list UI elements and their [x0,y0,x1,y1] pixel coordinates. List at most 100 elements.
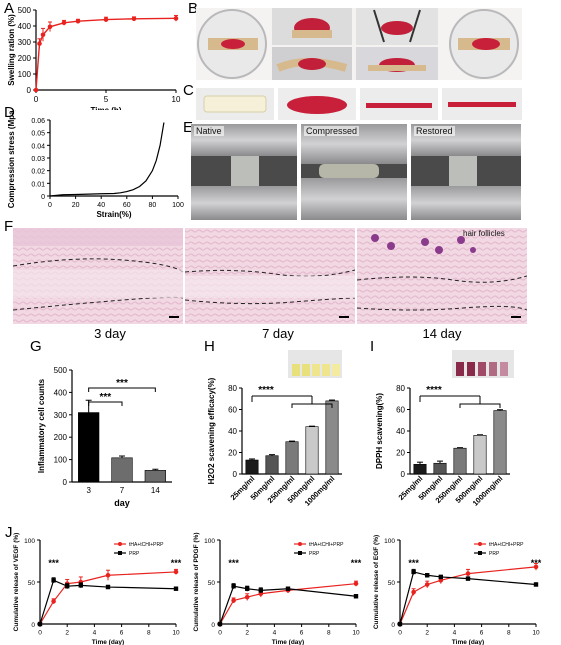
y-tick-label: 50 [208,580,216,587]
y-tick-label: 200 [18,54,32,63]
legend-label: PRP [309,551,320,557]
y-tick-label: 50 [388,580,396,587]
x-tick-label: 10 [172,95,181,104]
legend-marker [118,551,122,555]
y-tick-label: 100 [384,538,395,545]
y-tick-label: 0 [233,470,238,479]
bar [305,426,319,475]
x-tick-label: 2 [425,630,429,637]
y-tick-label: 300 [54,411,68,420]
y-tick-label: 0.02 [31,169,45,176]
photo-e-compression-test: Native Compressed Restored [191,124,521,220]
legend-label: PRP [489,551,500,557]
y-tick-label: 100 [204,538,215,545]
panel-label-h: H [204,338,215,355]
y-axis-label: H2O2 scavening efficacy(%) [207,377,216,484]
x-tick-label: 40 [97,202,105,209]
bar [413,464,427,475]
y-tick-label: 300 [18,38,32,47]
data-point [258,591,264,597]
y-tick-label: 40 [228,427,237,436]
x-tick-label: 8 [507,630,511,637]
data-point [245,586,250,591]
label-compressed: Compressed [304,126,360,136]
photo-b-hydrogel-samples [196,8,522,80]
data-point [258,588,263,593]
x-tick-label: 6 [480,630,484,637]
chart-d-compression: 0 0.01 0.02 0.03 0.04 0.05 0.06 0 20 40 60 80 100 Str… [7,110,184,219]
sig-label: *** [171,558,182,568]
chart-j-pdgf: 0 50 100 0 2 4 6 8 10 Time (day) Cumulative releas… [193,533,362,645]
y-tick-label: 60 [228,406,237,415]
y-tick-label: 0 [41,194,45,201]
y-tick-label: 0 [27,86,32,95]
sig-label: *** [48,558,59,568]
x-tick-label: 0 [398,630,402,637]
panel-label-a: A [4,0,15,17]
y-tick-label: 500 [54,366,68,375]
x-tick-label: 10 [172,630,180,637]
x-tick-label: 8 [327,630,331,637]
x-tick-label: 6 [120,630,124,637]
data-point [105,584,111,590]
data-point [33,87,39,93]
x-tick-label: 0 [218,630,222,637]
y-tick-label: 0 [211,622,215,629]
x-tick-label: 80 [149,202,157,209]
bar [325,400,339,475]
x-tick-label: 0 [38,630,42,637]
x-tick-label: 8 [147,630,151,637]
y-tick-label: 100 [54,456,68,465]
x-tick-label: 14 [151,486,160,495]
data-point [438,574,443,580]
x-tick-label: 10 [532,630,540,637]
series-line-0 [49,122,165,197]
x-axis-label: Time (day) [452,639,484,645]
legend-label: tHA+tCHI+PRP [489,542,524,548]
legend-label: tHA+tCHI+PRP [309,542,344,548]
x-tick-label: 5 [104,95,109,104]
y-tick-label: 0 [31,622,35,629]
data-point [51,599,56,604]
data-point [231,584,236,589]
series-line-1 [39,579,177,625]
panel-label-j: J [5,524,13,541]
data-point [217,621,223,627]
y-tick-label: 100 [18,70,32,79]
photo-i-vials [452,350,514,378]
y-axis-label: Inflammatory cell counts [37,378,46,473]
sig-bracket [88,401,123,406]
bar [78,412,100,483]
data-point [353,594,359,599]
x-axis-label: day [114,498,130,508]
x-tick-label: 60 [123,202,131,209]
y-axis-label: Cumulative release of EGF (%) [373,535,380,629]
data-point [353,581,359,586]
panel-label-d: D [4,104,15,121]
x-tick-label: 3 [86,486,91,495]
chart-a-swelling: 0 100 200 300 400 500 0 5 10 Time (h) Swelling rat… [7,6,181,110]
y-tick-label: 60 [396,406,405,415]
x-axis-label: Time (day) [92,639,124,645]
sig-label: **** [258,385,274,396]
y-tick-label: 20 [228,449,237,458]
panel-label-c: C [183,82,194,99]
y-tick-label: 0.06 [31,118,45,125]
y-tick-label: 80 [228,384,237,393]
y-tick-label: 0 [401,470,406,479]
bar [473,435,487,475]
sig-bracket [459,403,501,408]
data-point [465,571,471,576]
data-point [173,16,179,21]
bar [493,410,507,475]
sig-label: **** [426,385,442,396]
data-point [78,583,83,588]
series-line-0 [39,571,177,625]
sig-label: *** [531,558,542,568]
data-point [65,584,70,589]
y-tick-label: 400 [54,388,68,397]
legend-marker [478,542,482,546]
photo-h-vials [288,350,342,378]
y-axis-label: Swelling ration (%) [7,14,16,86]
legend-marker [298,551,302,555]
